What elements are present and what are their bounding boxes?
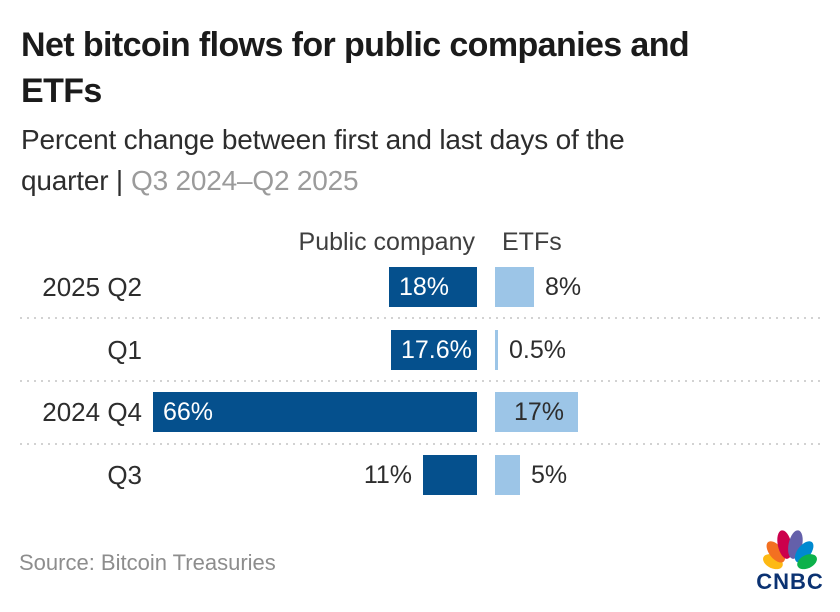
chart-title: Net bitcoin flows for public companies a…: [21, 22, 811, 114]
public-company-value-label: 11%: [363, 461, 412, 489]
public-company-bar-2025-q2: [389, 267, 477, 307]
row-separator: [20, 317, 820, 319]
public-company-value-label: 66%: [163, 398, 214, 426]
row-separator: [20, 443, 820, 445]
public-company-value-label: 18%: [399, 273, 450, 301]
public-company-value-label: 17.6%: [401, 336, 472, 364]
etf-bar-q1: [495, 330, 498, 370]
etf-bar-q3: [495, 455, 520, 495]
etf-value-label: 8%: [545, 273, 582, 301]
cnbc-logo: CNBC: [750, 526, 830, 593]
row-label-2024-q4: 2024 Q4: [42, 397, 142, 427]
chart-title-line2: ETFs: [21, 72, 102, 110]
etf-bar-2025-q2: [495, 267, 534, 307]
row-label-q3: Q3: [107, 460, 142, 490]
chart-subtitle-line1: Percent change between first and last da…: [21, 124, 625, 155]
peacock-icon: [763, 530, 817, 570]
chart-subtitle-date-range: Q3 2024–Q2 2025: [130, 165, 359, 196]
row-label-2025-q2: 2025 Q2: [42, 272, 142, 302]
etf-value-label: 0.5%: [509, 336, 566, 364]
chart-subtitle-line2-dark: quarter |: [21, 165, 123, 196]
chart-title-line1: Net bitcoin flows for public companies a…: [21, 26, 690, 64]
row-label-q1: Q1: [107, 335, 142, 365]
row-separator: [20, 380, 820, 382]
etf-value-label: 17%: [513, 398, 564, 426]
public-company-bar-q1: [391, 330, 477, 370]
source-attribution: Source: Bitcoin Treasuries: [19, 550, 276, 575]
chart-subtitle: Percent change between first and last da…: [21, 119, 781, 201]
column-header-public-company: Public company: [298, 228, 475, 256]
etf-value-label: 5%: [531, 461, 568, 489]
etf-bar-2024-q4: [495, 392, 578, 432]
public-company-bar-2024-q4: [153, 392, 477, 432]
public-company-bar-q3: [423, 455, 477, 495]
chart-subtitle-line2: quarter | Q3 2024–Q2 2025: [21, 160, 781, 201]
column-header-etfs: ETFs: [502, 228, 562, 256]
cnbc-wordmark: CNBC: [756, 569, 824, 594]
